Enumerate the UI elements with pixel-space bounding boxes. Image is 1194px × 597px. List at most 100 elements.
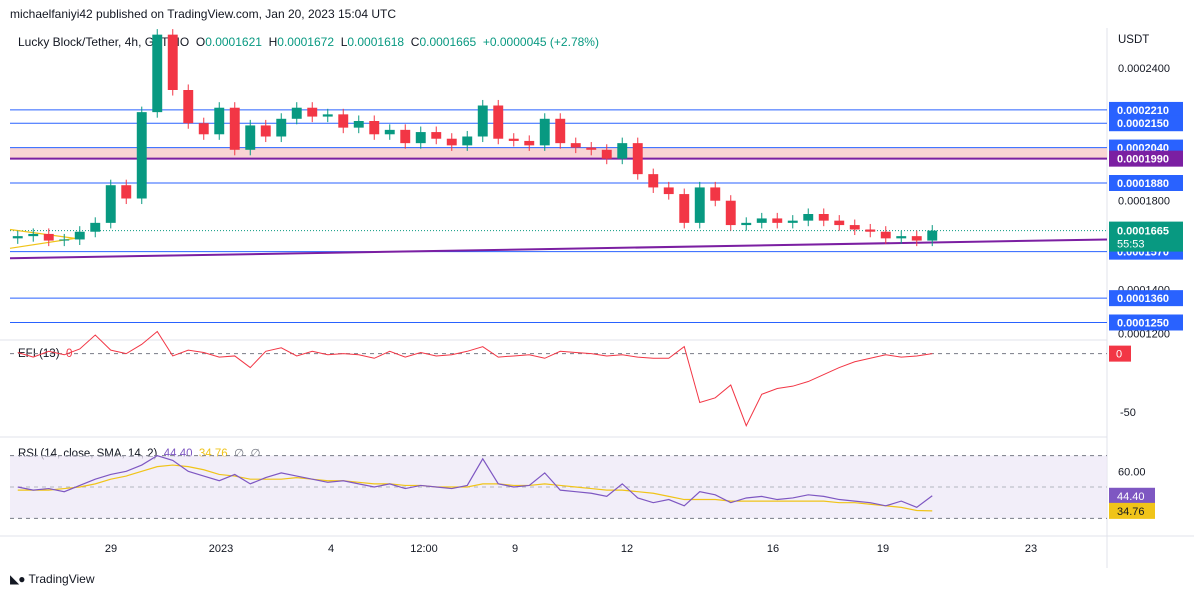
candle-body xyxy=(710,187,721,201)
candle-body xyxy=(508,138,519,141)
symbol-title[interactable]: Lucky Block/Tether, 4h, GATEIO xyxy=(18,35,190,49)
candle-body xyxy=(431,132,442,139)
level-tag: 0.0002210 xyxy=(1117,105,1169,117)
price-tick-label: 0.0001800 xyxy=(1118,196,1170,208)
level-tag-bg xyxy=(1109,290,1183,307)
rsi-tick-label: 60.00 xyxy=(1118,466,1146,478)
candle-body xyxy=(586,147,597,150)
candle-body xyxy=(167,34,178,90)
low-value: 0.0001618 xyxy=(347,35,405,49)
close-label: C xyxy=(410,35,420,49)
ascending-trendline xyxy=(9,238,1108,260)
open-value: 0.0001621 xyxy=(205,35,262,49)
rsi-sma-tag: 34.76 xyxy=(1117,506,1145,518)
level-tag: 0.0001360 xyxy=(1117,293,1169,305)
time-tick-label: 23 xyxy=(1025,543,1037,555)
footer-brand: TradingView xyxy=(28,572,95,586)
time-tick-label: 4 xyxy=(328,543,334,555)
candle-body xyxy=(772,218,783,223)
efi-tick-label: -50 xyxy=(1120,407,1136,419)
level-tag-bg xyxy=(1109,314,1183,331)
time-tick-label: 29 xyxy=(105,543,117,555)
level-tag-bg xyxy=(1109,150,1183,167)
candle-body xyxy=(198,123,209,135)
open-label: O xyxy=(195,35,206,49)
candle-body xyxy=(245,125,256,150)
candle-body xyxy=(322,114,333,117)
currency-label: USDT xyxy=(1118,34,1150,46)
candle-body xyxy=(446,138,457,146)
chart-canvas[interactable]: 0.00024000.00018000.00014000.00012000.00… xyxy=(0,0,1194,570)
candle-body xyxy=(369,121,380,135)
candle-body xyxy=(663,187,674,195)
level-tag-bg xyxy=(1109,101,1183,118)
rsi-sma-line xyxy=(17,464,933,512)
candle-body xyxy=(896,236,907,239)
candle-body xyxy=(617,143,628,159)
candle-body xyxy=(462,136,473,146)
candle-body xyxy=(152,34,163,113)
low-label: L xyxy=(340,35,348,49)
candle-body xyxy=(803,214,814,221)
candle-body xyxy=(911,236,922,241)
time-tick-label: 16 xyxy=(767,543,779,555)
candle-body xyxy=(291,107,302,119)
resistance-zone xyxy=(10,147,1107,159)
rsi-extra-1: ∅ xyxy=(234,448,245,460)
rsi-line xyxy=(17,455,933,509)
candle-body xyxy=(28,233,39,237)
symbol-legend: Lucky Block/Tether, 4h, GATEIO O0.000162… xyxy=(18,35,599,49)
candle-body xyxy=(865,229,876,232)
change-value: +0.0000045 (+2.78%) xyxy=(482,35,599,49)
level-tag-bg xyxy=(1109,175,1183,191)
candle-body xyxy=(927,230,938,241)
candle-body xyxy=(400,129,411,144)
candle-body xyxy=(849,225,860,230)
candle-body xyxy=(679,194,690,223)
efi-current-tag-bg xyxy=(1109,345,1131,362)
close-value: 0.0001665 xyxy=(419,35,477,49)
level-tag: 0.0001250 xyxy=(1117,318,1169,330)
candle-body xyxy=(555,118,566,144)
time-tick-label: 9 xyxy=(512,543,518,555)
candle-body xyxy=(338,114,349,128)
candle-body xyxy=(694,187,705,223)
candle-body xyxy=(818,214,829,221)
candle-body xyxy=(601,149,612,159)
candle-body xyxy=(477,105,488,137)
candle-body xyxy=(415,132,426,144)
candle-body xyxy=(90,222,101,232)
candle-body xyxy=(384,129,395,135)
level-tag: 0.0002150 xyxy=(1117,118,1169,130)
price-axis: 0.00024000.00018000.00014000.00012000.00… xyxy=(1109,63,1183,519)
tradingview-logo-icon: ◣● xyxy=(10,572,26,586)
efi-line xyxy=(17,330,933,427)
high-value: 0.0001672 xyxy=(277,35,335,49)
current-price-tag: 0.0001665 xyxy=(1117,226,1169,238)
level-tag-bg xyxy=(1109,115,1183,132)
candle-body xyxy=(632,143,643,175)
candle-body xyxy=(43,233,54,241)
price-tick-label: 0.0001200 xyxy=(1118,329,1170,341)
candle-body xyxy=(493,105,504,139)
candle-body xyxy=(787,220,798,223)
candle-body xyxy=(880,231,891,239)
rsi-current-tag-bg xyxy=(1109,487,1155,504)
efi-current-tag: 0 xyxy=(1116,349,1122,361)
countdown-tag: 55:53 xyxy=(1117,239,1145,251)
rsi-extra-2: ∅ xyxy=(250,448,261,460)
candle-body xyxy=(214,107,225,135)
high-label: H xyxy=(268,35,278,49)
candle-body xyxy=(12,236,23,239)
time-tick-label: 12 xyxy=(621,543,633,555)
publisher-line: michaelfaniyi42 published on TradingView… xyxy=(10,7,397,21)
current-price-tag-bg xyxy=(1109,221,1183,252)
efi-pane xyxy=(10,330,1107,427)
time-tick-label: 19 xyxy=(877,543,889,555)
rsi-current-tag: 44.40 xyxy=(1117,491,1145,503)
rsi-pane xyxy=(10,455,1107,519)
time-tick-label: 2023 xyxy=(209,543,233,555)
candle-body xyxy=(741,222,752,226)
candle-body xyxy=(121,185,132,199)
footer: ◣● TradingView xyxy=(10,572,95,586)
